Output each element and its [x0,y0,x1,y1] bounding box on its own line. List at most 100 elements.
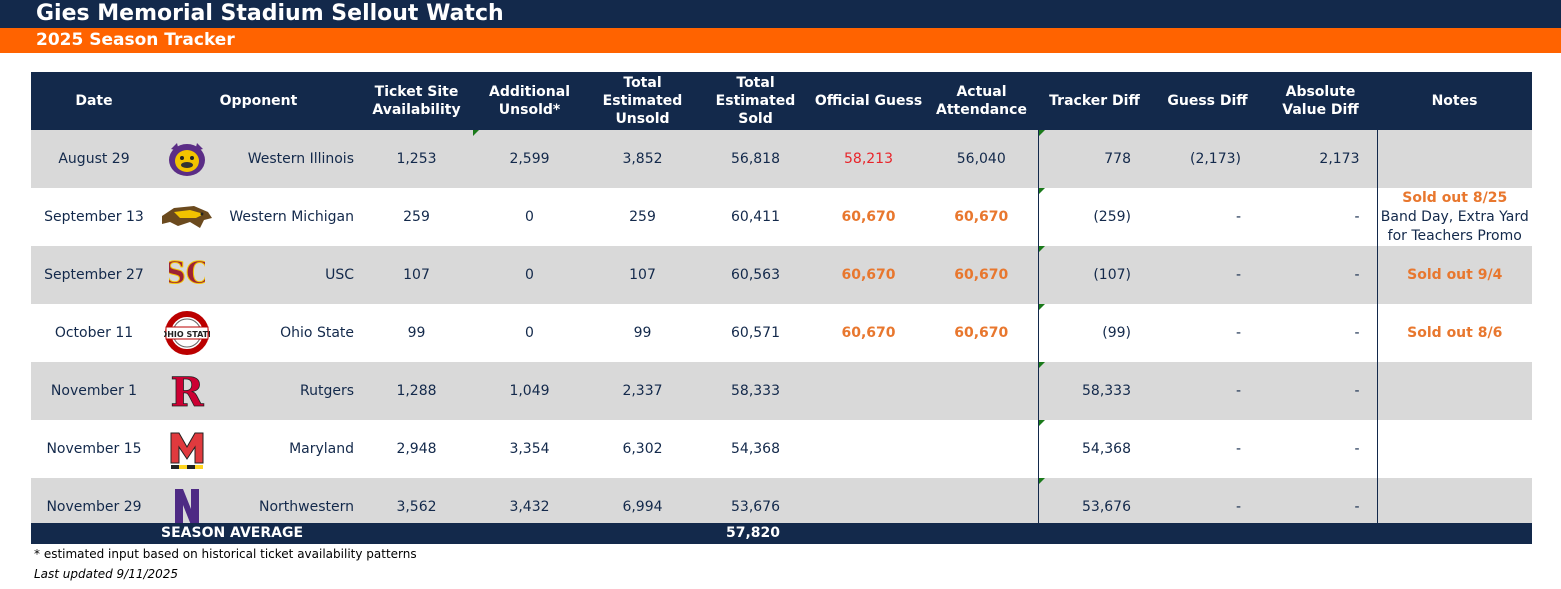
ticket-site-cell[interactable]: 259 [360,188,473,246]
last-updated: Last updated 9/11/2025 [34,567,179,581]
svg-text:SC: SC [169,256,205,291]
official-guess-cell[interactable]: 60,670 [812,246,925,304]
western-michigan-logo [157,188,217,246]
opponent-cell[interactable]: Rutgers [217,362,360,420]
opponent-cell[interactable]: USC [217,246,360,304]
date-cell[interactable]: August 29 [31,130,157,188]
actual-attendance-cell[interactable]: 60,670 [925,246,1038,304]
ticket-site-cell[interactable]: 107 [360,246,473,304]
official-guess-cell[interactable] [812,420,925,478]
total-unsold-cell[interactable]: 6,302 [586,420,699,478]
tracker-diff-cell[interactable]: 54,368 [1037,420,1151,478]
col-additional-unsold[interactable]: Additional Unsold* [473,72,586,130]
col-guess-diff[interactable]: Guess Diff [1151,72,1264,130]
total-sold-cell[interactable]: 60,571 [699,304,812,362]
date-cell[interactable]: November 1 [31,362,157,420]
col-opponent[interactable]: Opponent [157,72,360,130]
total-unsold-cell[interactable]: 2,337 [586,362,699,420]
svg-text:R: R [170,371,204,411]
official-guess-cell[interactable]: 60,670 [812,188,925,246]
ticket-site-cell[interactable]: 2,948 [360,420,473,478]
absolute-diff-cell[interactable]: - [1264,246,1377,304]
guess-diff-cell[interactable]: - [1151,246,1264,304]
notes-cell[interactable] [1376,420,1532,478]
actual-attendance-cell[interactable] [925,420,1038,478]
total-unsold-cell[interactable]: 259 [586,188,699,246]
absolute-diff-cell[interactable]: - [1264,420,1377,478]
col-ticket-site[interactable]: Ticket Site Availability [360,72,473,130]
ticket-site-cell[interactable]: 1,253 [360,130,473,188]
date-cell[interactable]: November 15 [31,420,157,478]
additional-unsold-cell[interactable]: 1,049 [473,362,586,420]
table-row: November 1 R Rutgers 1,288 1,049 2,337 5… [31,362,1532,420]
guess-diff-cell[interactable]: (2,173) [1151,130,1264,188]
tracker-diff-cell[interactable]: (107) [1037,246,1151,304]
actual-attendance-cell[interactable]: 60,670 [925,304,1038,362]
ticket-site-cell[interactable]: 1,288 [360,362,473,420]
actual-attendance-cell[interactable] [925,362,1038,420]
col-official-guess[interactable]: Official Guess [812,72,925,130]
total-unsold-cell[interactable]: 3,852 [586,130,699,188]
total-sold-cell[interactable]: 60,411 [699,188,812,246]
opponent-cell[interactable]: Western Michigan [217,188,360,246]
absolute-diff-cell[interactable]: 2,173 [1264,130,1377,188]
notes-cell[interactable] [1376,362,1532,420]
additional-unsold-cell[interactable]: 0 [473,246,586,304]
col-date[interactable]: Date [31,72,157,130]
total-sold-cell[interactable]: 58,333 [699,362,812,420]
date-cell[interactable]: September 13 [31,188,157,246]
opponent-cell[interactable]: Ohio State [217,304,360,362]
season-average-row: SEASON AVERAGE 57,820 [31,523,1532,544]
total-sold-cell[interactable]: 56,818 [699,130,812,188]
guess-diff-cell[interactable]: - [1151,188,1264,246]
official-guess-cell[interactable]: 60,670 [812,304,925,362]
col-total-unsold[interactable]: Total Estimated Unsold [586,72,699,130]
notes-cell[interactable]: Sold out 8/6 [1376,304,1532,362]
absolute-diff-cell[interactable]: - [1264,304,1377,362]
col-tracker-diff[interactable]: Tracker Diff [1038,72,1151,130]
notes-cell[interactable] [1376,130,1532,188]
maryland-logo [157,420,217,478]
guess-diff-cell[interactable]: - [1151,420,1264,478]
tracker-diff-cell[interactable]: (259) [1037,188,1151,246]
season-average-value[interactable]: 57,820 [726,525,781,541]
additional-unsold-cell[interactable]: 0 [473,188,586,246]
official-guess-cell[interactable]: 58,213 [812,130,925,188]
date-cell[interactable]: September 27 [31,246,157,304]
total-unsold-cell[interactable]: 107 [586,246,699,304]
date-cell[interactable]: October 11 [31,304,157,362]
absolute-diff-cell[interactable]: - [1264,188,1377,246]
tracker-diff-cell[interactable]: 778 [1037,130,1151,188]
actual-attendance-cell[interactable]: 56,040 [925,130,1038,188]
guess-diff-cell[interactable]: - [1151,362,1264,420]
col-actual-attendance[interactable]: Actual Attendance [925,72,1038,130]
notes-cell[interactable]: Sold out 8/25 Band Day, Extra Yard for Te… [1376,188,1532,246]
absolute-diff-cell[interactable]: - [1264,362,1377,420]
tracker-diff-cell[interactable]: 58,333 [1037,362,1151,420]
col-notes[interactable]: Notes [1377,72,1532,130]
total-unsold-cell[interactable]: 99 [586,304,699,362]
season-average-label: SEASON AVERAGE [161,525,304,541]
col-total-sold[interactable]: Total Estimated Sold [699,72,812,130]
official-guess-cell[interactable] [812,362,925,420]
guess-diff-cell[interactable]: - [1151,304,1264,362]
additional-unsold-cell[interactable]: 3,354 [473,420,586,478]
ticket-site-cell[interactable]: 99 [360,304,473,362]
table-row: September 27 SC USC 107 0 107 60,563 60,… [31,246,1532,304]
usc-logo: SC [157,246,217,304]
total-sold-cell[interactable]: 54,368 [699,420,812,478]
rutgers-logo: R [157,362,217,420]
col-absolute-diff[interactable]: Absolute Value Diff [1264,72,1377,130]
page-title: Gies Memorial Stadium Sellout Watch [36,1,504,26]
title-bar: Gies Memorial Stadium Sellout Watch [0,0,1561,28]
tracker-diff-cell[interactable]: (99) [1037,304,1151,362]
total-sold-cell[interactable]: 60,563 [699,246,812,304]
page-subtitle: 2025 Season Tracker [36,30,235,50]
opponent-cell[interactable]: Western Illinois [217,130,360,188]
western-illinois-logo [157,130,217,188]
additional-unsold-cell[interactable]: 0 [473,304,586,362]
actual-attendance-cell[interactable]: 60,670 [925,188,1038,246]
opponent-cell[interactable]: Maryland [217,420,360,478]
additional-unsold-cell[interactable]: 2,599 [473,130,586,188]
notes-cell[interactable]: Sold out 9/4 [1376,246,1532,304]
